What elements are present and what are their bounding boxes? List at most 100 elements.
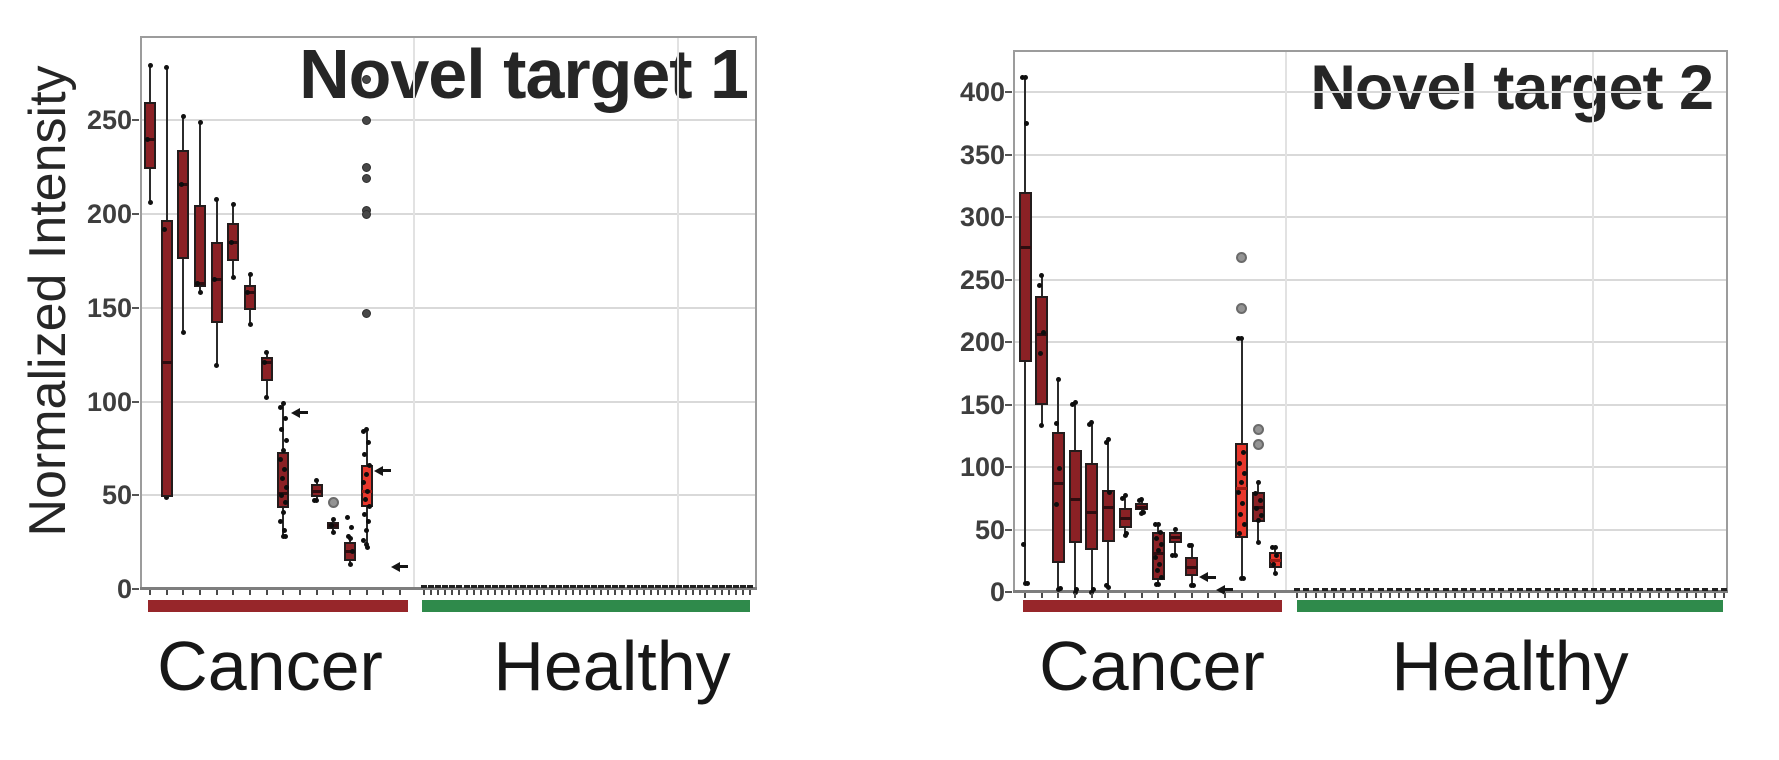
x-tick [486, 590, 489, 595]
y-tick-mark [1005, 591, 1012, 593]
x-tick [149, 590, 151, 595]
healthy-zero-dash [421, 585, 427, 588]
healthy-zero-dash [1461, 588, 1468, 591]
healthy-zero-dash [1321, 588, 1328, 591]
x-tick [1472, 593, 1475, 598]
x-tick [1509, 593, 1512, 598]
x-tick [536, 590, 539, 595]
v-gridline [413, 36, 415, 589]
healthy-zero-dash [676, 585, 683, 588]
x-tick [1620, 593, 1623, 598]
x-tick [1481, 593, 1484, 598]
healthy-zero-dash [463, 585, 470, 588]
median-line [1186, 565, 1198, 569]
jitter-point [367, 462, 373, 468]
chart2-cancer-label: Cancer [1039, 627, 1265, 705]
healthy-zero-dash [484, 585, 491, 588]
x-tick [522, 590, 525, 595]
x-tick [1463, 593, 1466, 598]
x-tick [1024, 593, 1026, 598]
jitter-point [1252, 490, 1258, 496]
healthy-zero-dash [1544, 588, 1551, 591]
boxplot-box [160, 219, 173, 498]
data-point [1053, 420, 1059, 426]
h-gridline [140, 494, 757, 497]
data-point [1037, 283, 1043, 289]
healthy-zero-dash [1683, 588, 1690, 591]
jitter-point [283, 485, 289, 491]
healthy-zero-dash [647, 585, 654, 588]
x-tick [593, 590, 596, 595]
x-tick [1407, 593, 1410, 598]
healthy-zero-dash [428, 585, 435, 588]
x-tick [382, 590, 385, 595]
y-tick-mark [1005, 466, 1012, 468]
jitter-point [367, 504, 373, 509]
x-tick [232, 590, 235, 595]
healthy-zero-dash [569, 585, 576, 588]
x-tick [500, 590, 503, 595]
healthy-zero-dash [491, 585, 498, 588]
y-tick-label: 400 [959, 77, 1005, 107]
jitter-point [278, 492, 284, 498]
data-point [245, 290, 251, 296]
data-point [1024, 580, 1030, 586]
x-tick [1555, 593, 1558, 598]
h-gridline [140, 213, 757, 215]
jitter-point [282, 534, 288, 539]
jitter-point [365, 545, 371, 551]
healthy-zero-dash [1451, 588, 1458, 591]
healthy-zero-dash [1479, 588, 1486, 591]
jitter-point [1241, 575, 1247, 581]
data-point [162, 226, 168, 232]
x-tick [1370, 593, 1373, 598]
healthy-zero-dash [1386, 588, 1393, 591]
x-tick [315, 590, 318, 595]
x-tick [1574, 593, 1577, 598]
jitter-point [1153, 535, 1159, 541]
jitter-point [1157, 529, 1163, 535]
data-point [1270, 544, 1276, 550]
data-point [346, 534, 352, 539]
h-gridline [140, 400, 757, 403]
boxplot-box [1018, 192, 1032, 362]
h-gridline [1013, 91, 1728, 93]
x-axis-line [140, 587, 757, 590]
median-line [1052, 481, 1064, 485]
x-tick [1723, 593, 1725, 598]
x-tick [741, 590, 744, 595]
x-tick [1490, 593, 1493, 598]
x-tick [720, 590, 723, 595]
healthy-bar [422, 600, 750, 612]
data-point [178, 181, 184, 187]
healthy-zero-dash [704, 585, 711, 588]
boxplot-box [1035, 295, 1049, 405]
x-tick [692, 590, 695, 595]
x-tick [332, 590, 335, 595]
jitter-point [281, 528, 287, 534]
jitter-point [361, 429, 367, 434]
single-value-marker-arrow [291, 407, 301, 418]
x-tick [199, 590, 201, 595]
data-point [348, 524, 354, 530]
healthy-zero-dash [1303, 588, 1310, 591]
jitter-point [364, 472, 370, 478]
healthy-zero-dash [541, 585, 548, 588]
healthy-zero-dash [1405, 588, 1412, 591]
whisker-end-point [364, 427, 370, 433]
boxplot-box [244, 285, 257, 310]
jitter-point [1239, 479, 1245, 485]
x-tick [656, 590, 659, 595]
y-tick-mark [132, 213, 139, 215]
jitter-point [280, 509, 286, 515]
data-point [228, 239, 234, 245]
healthy-zero-dash [584, 585, 590, 588]
boxplot-box [1085, 463, 1099, 550]
y-tick-mark [1005, 403, 1012, 406]
v-gridline [677, 36, 679, 589]
single-value-marker-tail [1224, 588, 1234, 591]
whisker-end-point [314, 477, 320, 483]
data-point [1140, 509, 1146, 515]
data-point [312, 498, 318, 504]
healthy-zero-dash [1693, 588, 1700, 591]
